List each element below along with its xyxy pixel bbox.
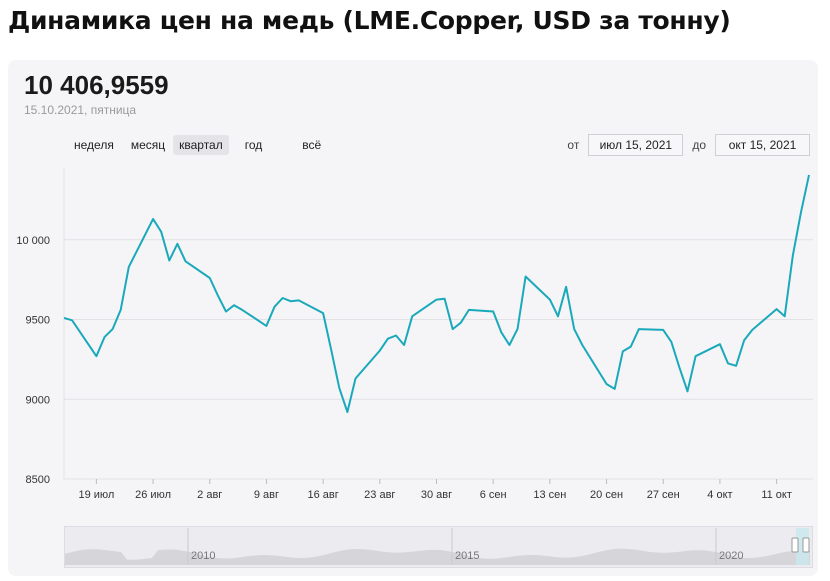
x-tick-label: 16 авг <box>307 489 338 501</box>
tab-week[interactable]: неделя <box>74 138 114 152</box>
x-tick-label: 26 июл <box>135 489 171 501</box>
tab-year[interactable]: год <box>244 138 263 152</box>
x-tick-label: 19 июл <box>78 489 114 501</box>
tab-quarter[interactable]: квартал <box>173 135 229 155</box>
navigator-year-label: 2015 <box>455 550 479 562</box>
y-tick-label: 8500 <box>26 474 50 486</box>
current-date: 15.10.2021, пятница <box>24 103 137 117</box>
range-tabs: неделя месяц квартал год всё <box>68 135 331 155</box>
x-tick-label: 4 окт <box>707 489 732 501</box>
x-tick-label: 9 авг <box>254 489 279 501</box>
x-tick-label: 27 сен <box>647 489 680 501</box>
x-tick-label: 20 сен <box>590 489 623 501</box>
navigator-area <box>65 548 810 565</box>
x-tick-label: 23 авг <box>364 489 395 501</box>
x-tick-label: 30 авг <box>421 489 452 501</box>
from-date-input[interactable]: июл 15, 2021 <box>588 134 684 156</box>
navigator-handle-left[interactable] <box>791 537 799 553</box>
current-price: 10 406,9559 <box>24 70 169 100</box>
to-label: до <box>692 138 706 152</box>
x-tick-label: 2 авг <box>197 489 222 501</box>
tab-month[interactable]: месяц <box>130 138 166 152</box>
to-date-input[interactable]: окт 15, 2021 <box>715 134 810 156</box>
x-tick-label: 11 окт <box>761 489 792 501</box>
y-tick-label: 9000 <box>26 394 50 406</box>
price-series-line <box>63 174 810 413</box>
navigator-year-label: 2010 <box>191 550 215 562</box>
navigator-handle-right[interactable] <box>802 537 810 553</box>
date-range: от июл 15, 2021 до окт 15, 2021 <box>558 134 810 156</box>
y-tick-label: 10 000 <box>16 235 50 247</box>
x-tick-label: 13 сен <box>533 489 566 501</box>
navigator-year-label: 2020 <box>719 550 743 562</box>
page-title: Динамика цен на медь (LME.Copper, USD за… <box>8 6 731 35</box>
x-tick-label: 6 сен <box>480 489 507 501</box>
from-label: от <box>567 138 580 152</box>
y-tick-label: 9500 <box>26 315 50 327</box>
tab-all[interactable]: всё <box>302 138 322 152</box>
